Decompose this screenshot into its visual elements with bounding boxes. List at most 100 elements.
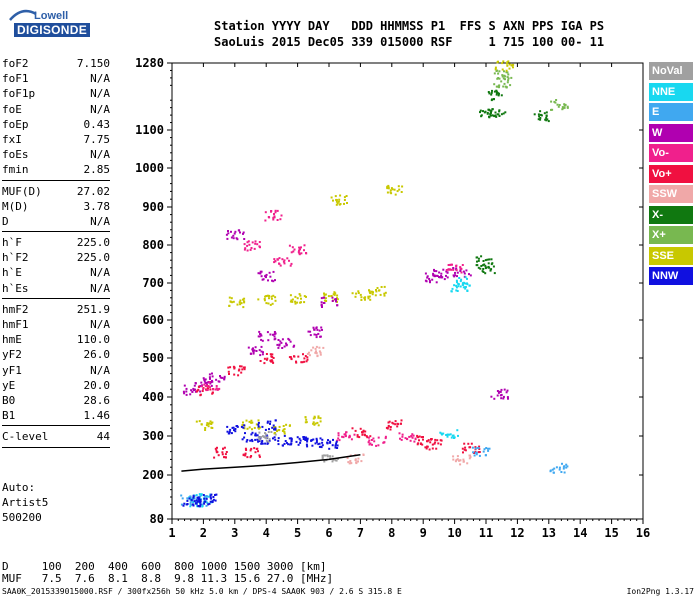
echo-point (263, 362, 266, 365)
echo-point (326, 442, 329, 445)
auto-label: Auto: (2, 481, 36, 494)
echo-point (401, 185, 404, 188)
echo-point (276, 258, 279, 261)
echo-point (309, 330, 312, 333)
echo-point (336, 202, 339, 205)
echo-point (456, 281, 458, 284)
echo-point (470, 442, 473, 445)
echo-point (456, 271, 459, 274)
echo-point (459, 266, 462, 269)
echo-point (201, 390, 204, 392)
echo-point (189, 501, 192, 504)
echo-point (459, 463, 462, 466)
echo-point (372, 291, 374, 294)
param-group-frequencies: foF2 7.150 foF1 N/A foF1p N/A foE N/A foEp 0.43 fx… (2, 56, 110, 178)
echo-point (306, 358, 309, 361)
echo-point (251, 440, 254, 443)
echo-point (335, 203, 338, 206)
series-sse (195, 60, 515, 435)
echo-point (507, 77, 510, 80)
echo-point (193, 388, 196, 391)
echo-point (259, 426, 261, 429)
echo-point (214, 493, 217, 496)
echo-point (334, 446, 337, 449)
echo-point (185, 390, 188, 393)
param-row: fxI 7.75 (2, 132, 110, 147)
echo-point (478, 445, 481, 448)
echo-point (278, 262, 281, 265)
param-value: N/A (90, 318, 110, 331)
echo-point (315, 352, 318, 355)
echo-point (329, 455, 331, 458)
echo-point (408, 435, 411, 438)
echo-point (193, 500, 196, 503)
param-value: 7.150 (76, 57, 110, 70)
echo-point (279, 340, 282, 343)
echo-point (205, 389, 208, 392)
echo-point (401, 433, 404, 436)
echo-point (345, 431, 348, 434)
echo-point (495, 92, 498, 95)
legend-item: NoVal (649, 62, 693, 80)
echo-point (469, 456, 472, 459)
echo-point (259, 354, 262, 357)
echo-point (307, 330, 310, 333)
echo-point (455, 286, 458, 289)
echo-point (462, 286, 465, 289)
echo-point (317, 416, 320, 419)
param-row: h`F2 225.0 (2, 250, 110, 265)
echo-point (195, 420, 198, 423)
echo-point (455, 458, 458, 461)
echo-point (251, 421, 254, 424)
echo-point (509, 84, 512, 87)
echo-point (461, 264, 464, 266)
echo-point (234, 230, 237, 233)
echo-point (245, 449, 248, 451)
echo-point (206, 502, 209, 504)
echo-point (305, 421, 308, 424)
echo-point (376, 287, 379, 289)
echo-point (435, 447, 438, 450)
echo-point (337, 434, 340, 437)
echo-point (242, 231, 245, 234)
echo-point (368, 289, 370, 292)
echo-point (321, 456, 324, 459)
echo-point (207, 425, 210, 428)
clevel-label: C-level (2, 430, 49, 444)
echo-point (539, 117, 542, 119)
echo-point (239, 365, 241, 368)
echo-point (318, 445, 321, 448)
echo-point (351, 292, 354, 295)
echo-point (281, 430, 284, 432)
echo-point (209, 377, 211, 380)
series-ssw (306, 345, 472, 466)
clevel-row: C-level 44 (2, 429, 110, 444)
echo-point (426, 275, 429, 278)
echo-point (446, 276, 449, 279)
echo-point (316, 354, 319, 357)
echo-point (478, 454, 481, 457)
echo-point (425, 280, 428, 283)
echo-point (500, 397, 503, 400)
echo-point (343, 199, 346, 201)
param-value: 2.85 (83, 163, 111, 177)
echo-point (563, 103, 566, 106)
echo-point (206, 385, 209, 388)
param-value: 0.43 (83, 117, 111, 131)
legend-item: E (649, 103, 693, 121)
echo-point (264, 442, 267, 445)
echo-point (375, 289, 377, 291)
echo-point (303, 360, 306, 363)
echo-point (497, 94, 500, 97)
echo-point (225, 233, 228, 236)
echo-point (261, 425, 264, 428)
echo-point (271, 360, 274, 363)
echo-point (346, 202, 348, 204)
echo-point (332, 438, 334, 441)
echo-point (341, 435, 344, 438)
echo-point (269, 333, 272, 336)
echo-point (365, 435, 368, 438)
echo-point (232, 234, 235, 237)
echo-point (242, 426, 245, 429)
